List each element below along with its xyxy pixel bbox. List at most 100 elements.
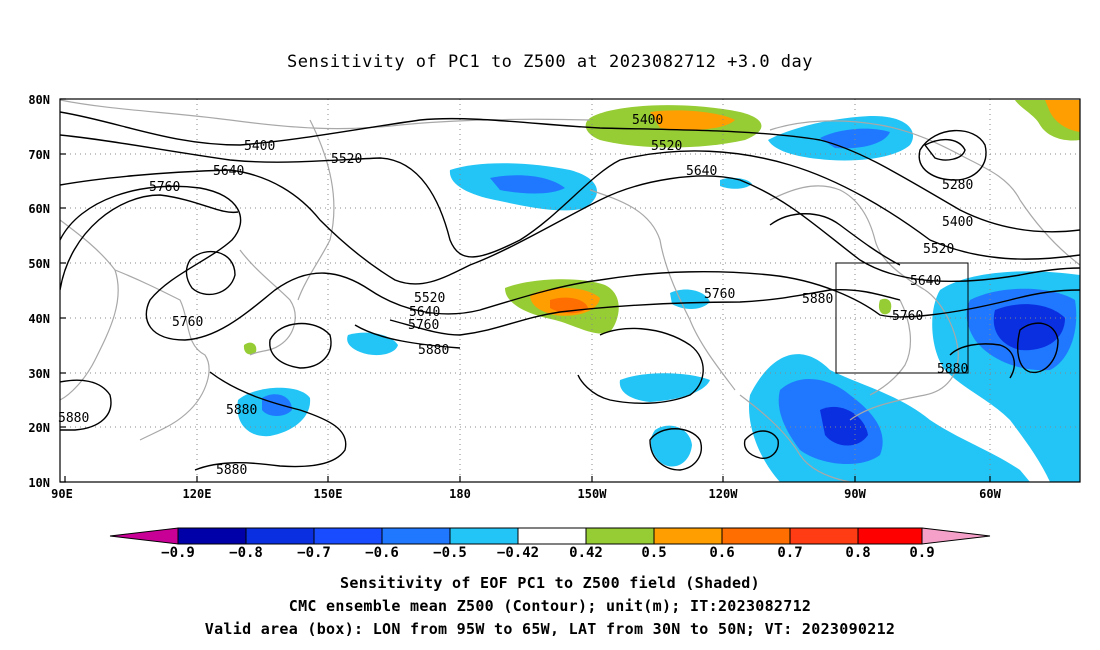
lon-label: 120E (183, 487, 212, 501)
longitude-labels: 90E 120E 150E 180 150W 120W 90W 60W (51, 487, 1001, 501)
negative-region (262, 394, 292, 416)
contour-line (269, 322, 332, 369)
contour-label: 5640 (686, 164, 717, 179)
contour-label: 5400 (632, 113, 663, 128)
colorbar-swatch (449, 527, 519, 545)
colorbar-swatch (653, 527, 723, 545)
contour-line (769, 213, 901, 266)
colorbar-swatch (585, 527, 655, 545)
contour-label: 5400 (942, 215, 973, 230)
contour-label: 5280 (942, 178, 973, 193)
contour-label: 5880 (226, 403, 257, 418)
contour-line (577, 327, 704, 404)
contour-label: 5760 (149, 180, 180, 195)
contour-label: 5520 (331, 152, 362, 167)
colorbar-swatch (245, 527, 315, 545)
coastline (60, 99, 591, 130)
colorbar-swatch (721, 527, 791, 545)
coastline (849, 289, 959, 421)
coastline (869, 299, 911, 396)
lon-label: 180 (449, 487, 471, 501)
coastline (239, 249, 296, 356)
contour-label: 5520 (414, 291, 445, 306)
colorbar-swatch (857, 527, 923, 545)
contour-line (60, 379, 112, 431)
negative-region (347, 332, 398, 356)
negative-region (993, 304, 1065, 351)
colorbar-swatch (313, 527, 383, 545)
colorbar-swatch (381, 527, 451, 545)
colorbar-labels: −0.9 −0.8 −0.7 −0.6 −0.5 −0.42 0.42 0.5 … (161, 545, 935, 561)
contour-label: 5520 (651, 139, 682, 154)
sensitivity-shading (237, 100, 1080, 482)
contour-label: 5760 (408, 318, 439, 333)
contour-label: 5880 (216, 463, 247, 478)
coastline (769, 120, 1021, 201)
graticule (60, 99, 1080, 482)
contour-label: 5640 (910, 274, 941, 289)
colorbar-label: −0.9 (161, 545, 195, 561)
lat-label: 80N (28, 93, 50, 107)
lat-label: 20N (28, 421, 50, 435)
colorbar-label: −0.6 (365, 545, 399, 561)
contour-label: 5400 (244, 139, 275, 154)
colorbar-label: −0.42 (497, 545, 539, 561)
colorbar-swatch (517, 527, 587, 545)
positive-region (878, 298, 892, 315)
coastline (739, 394, 851, 482)
negative-region (820, 128, 890, 149)
contour-line (1017, 322, 1059, 374)
colorbar: −0.9 −0.8 −0.7 −0.6 −0.5 −0.42 0.42 0.5 … (109, 527, 991, 561)
contour-line (649, 428, 702, 471)
colorbar-label: 0.42 (569, 545, 603, 561)
lon-label: 90E (51, 487, 73, 501)
negative-region (650, 425, 692, 467)
colorbar-label: 0.6 (709, 545, 734, 561)
contour-labels: 5400 5520 5640 5760 5400 5520 5640 5280 … (58, 113, 973, 478)
contour-line (743, 430, 779, 459)
positive-region (1045, 100, 1080, 132)
colorbar-label: 0.5 (641, 545, 666, 561)
caption-line: CMC ensemble mean Z500 (Contour); unit(m… (289, 597, 812, 615)
contour-line (60, 185, 1080, 341)
contour-line (60, 169, 1080, 285)
latitude-labels: 80N 70N 60N 50N 40N 30N 20N 10N (28, 93, 50, 490)
colorbar-label: 0.9 (909, 545, 934, 561)
contour-line (949, 343, 1016, 379)
positive-region (650, 110, 735, 130)
contour-label: 5880 (802, 292, 833, 307)
lat-label: 60N (28, 202, 50, 216)
coastline (1019, 199, 1080, 266)
colorbar-swatch (789, 527, 859, 545)
caption-line: Sensitivity of EOF PC1 to Z500 field (Sh… (340, 574, 760, 592)
coastline (769, 185, 926, 291)
caption-line: Valid area (box): LON from 95W to 65W, L… (205, 620, 895, 638)
colorbar-label: −0.7 (297, 545, 331, 561)
valid-area-box (835, 262, 969, 374)
lon-label: 120W (709, 487, 739, 501)
lon-label: 150W (578, 487, 608, 501)
axis-ticks (60, 98, 991, 483)
colorbar-over-triangle (921, 527, 991, 545)
colorbar-label: −0.5 (433, 545, 467, 561)
contour-line (60, 111, 1080, 233)
contour-line (354, 324, 461, 349)
lat-label: 30N (28, 367, 50, 381)
contour-label: 5640 (213, 164, 244, 179)
contour-line (194, 371, 347, 471)
lat-label: 10N (28, 476, 50, 490)
contour-line (60, 194, 239, 291)
caption: Sensitivity of EOF PC1 to Z500 field (Sh… (205, 574, 895, 638)
contour-label: 5760 (172, 315, 203, 330)
map-panel: 80N 70N 60N 50N 40N 30N 20N 10N 90E 120E… (28, 93, 1081, 501)
coastline (297, 119, 335, 301)
lat-label: 40N (28, 312, 50, 326)
colorbar-swatch (177, 527, 247, 545)
colorbar-label: 0.8 (845, 545, 870, 561)
contour-label: 5880 (418, 343, 449, 358)
contour-label: 5760 (704, 287, 735, 302)
contour-line (60, 134, 1080, 260)
contour-line (389, 288, 901, 336)
contour-label: 5760 (892, 309, 923, 324)
